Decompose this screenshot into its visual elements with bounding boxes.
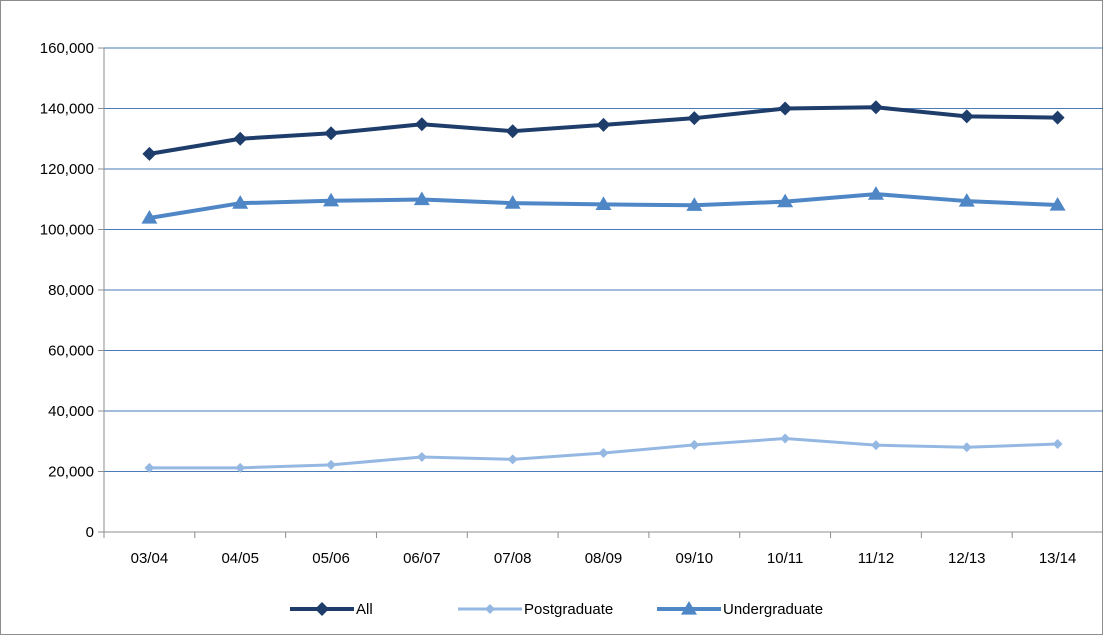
legend-label-postgraduate: Postgraduate <box>524 601 613 618</box>
x-tick-label: 06/07 <box>403 550 441 567</box>
legend-item-undergraduate: Undergraduate <box>657 601 823 618</box>
legend-marker-all <box>315 602 329 616</box>
data-point-undergraduate <box>595 196 612 210</box>
data-point-all <box>959 109 974 124</box>
data-point-postgraduate <box>326 459 337 470</box>
series-all <box>142 100 1065 161</box>
data-point-postgraduate <box>870 440 881 451</box>
y-tick-label: 140,000 <box>40 101 94 118</box>
data-point-undergraduate <box>686 197 703 211</box>
x-tick-label: 05/06 <box>312 550 350 567</box>
data-point-undergraduate <box>867 186 884 200</box>
data-point-postgraduate <box>961 442 972 453</box>
x-tick-label: 11/12 <box>858 550 894 567</box>
x-tick-label: 09/10 <box>676 550 714 567</box>
data-point-undergraduate <box>232 195 249 209</box>
y-tick-label: 0 <box>86 524 94 541</box>
data-point-postgraduate <box>689 439 700 450</box>
data-point-postgraduate <box>416 451 427 462</box>
x-tick-label: 13/14 <box>1039 550 1077 567</box>
data-point-postgraduate <box>780 433 791 444</box>
x-tick-label: 12/13 <box>948 550 986 567</box>
y-tick-label: 20,000 <box>48 464 94 481</box>
y-tick-label: 80,000 <box>48 282 94 299</box>
data-point-undergraduate <box>1049 196 1066 211</box>
y-tick-label: 40,000 <box>48 403 94 420</box>
data-point-all <box>505 124 520 139</box>
gridlines <box>104 47 1103 472</box>
data-point-undergraduate <box>958 193 975 207</box>
data-point-all <box>233 131 248 146</box>
x-tick-label: 08/09 <box>585 550 623 567</box>
x-tick-label: 04/05 <box>221 550 259 567</box>
data-point-all <box>142 146 157 161</box>
legend-item-all: All <box>290 601 373 618</box>
x-tick-label: 07/08 <box>494 550 532 567</box>
legend: All Postgraduate Undergraduate <box>290 601 823 618</box>
data-point-undergraduate <box>141 210 158 224</box>
legend-label-all: All <box>356 601 373 618</box>
data-point-undergraduate <box>777 193 794 208</box>
y-tick-label: 100,000 <box>40 222 94 239</box>
data-point-undergraduate <box>504 195 521 209</box>
data-point-postgraduate <box>1052 438 1063 449</box>
x-tick-label: 03/04 <box>131 550 169 567</box>
data-point-undergraduate <box>323 192 340 207</box>
data-point-postgraduate <box>235 462 246 473</box>
data-point-postgraduate <box>507 454 518 465</box>
data-point-all <box>1050 110 1065 125</box>
y-tick-label: 120,000 <box>40 161 94 178</box>
legend-label-undergraduate: Undergraduate <box>723 601 823 618</box>
axes: 0 20,000 40,000 60,000 80,000 100,000 120,000 1… <box>40 40 1103 567</box>
series <box>141 100 1066 473</box>
data-point-all <box>778 101 793 116</box>
data-point-undergraduate <box>413 191 430 206</box>
data-point-all <box>868 100 883 115</box>
y-tick-label: 60,000 <box>48 343 94 360</box>
series-postgraduate <box>144 433 1063 473</box>
y-tick-label: 160,000 <box>40 40 94 57</box>
series-undergraduate <box>141 186 1066 224</box>
data-point-all <box>596 117 611 132</box>
x-tick-label: 10/11 <box>767 550 803 567</box>
legend-item-postgraduate: Postgraduate <box>458 601 613 618</box>
data-point-postgraduate <box>598 448 609 459</box>
data-point-postgraduate <box>144 462 155 473</box>
data-point-all <box>687 111 702 126</box>
data-point-all <box>324 126 339 141</box>
legend-marker-postgraduate <box>485 604 495 614</box>
legend-marker-undergraduate <box>681 601 697 615</box>
data-point-all <box>414 117 429 132</box>
